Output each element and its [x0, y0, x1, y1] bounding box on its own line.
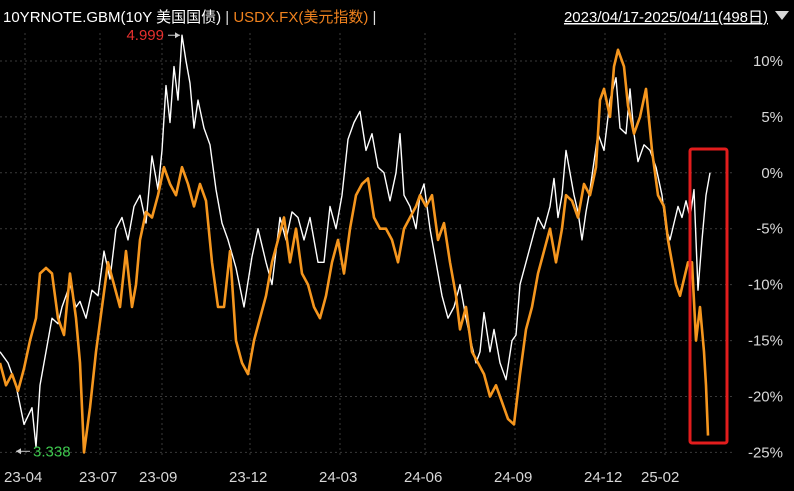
header-series1-label: 10YRNOTE.GBM(10Y 美国国债) [3, 9, 221, 26]
x-axis-tick-labels: 23-04 23-07 23-09 23-12 24-03 24-06 24-09 24-12… [4, 469, 679, 486]
x-tick-label: 23-04 [4, 469, 42, 486]
y-tick-label: -15% [748, 333, 783, 350]
series-10yrnote-line [0, 34, 711, 448]
min-annotation-arrowhead [16, 448, 21, 455]
y-tick-label: 0% [761, 165, 783, 182]
grid-lines [0, 33, 735, 458]
header-label: 10YRNOTE.GBM(10Y 美国国债) | USDX.FX(美元指数) | [3, 9, 376, 26]
y-tick-label: 5% [761, 109, 783, 126]
x-tick-label: 24-12 [584, 469, 622, 486]
x-tick-label: 23-09 [139, 469, 177, 486]
series-lines [0, 34, 711, 454]
x-tick-label: 23-07 [79, 469, 117, 486]
y-tick-label: -5% [756, 221, 783, 238]
series-usdx-line [0, 48, 710, 454]
y-tick-label: -10% [748, 277, 783, 294]
y-axis-tick-labels: 10% 5% 0% -5% -10% -15% -20% -25% [748, 53, 783, 461]
max-annotation-label: 4.999 [126, 27, 164, 44]
header-date-range[interactable]: 2023/04/17-2025/04/11(498日) [564, 9, 768, 26]
x-tick-label: 24-09 [494, 469, 532, 486]
max-annotation-arrowhead [175, 32, 180, 39]
x-tick-label: 24-03 [319, 469, 357, 486]
highlight-box [688, 147, 729, 445]
header-series2-label: USDX.FX(美元指数) [233, 9, 368, 26]
x-tick-label: 24-06 [404, 469, 442, 486]
header-separator: | [221, 9, 233, 26]
x-tick-label: 25-02 [641, 469, 679, 486]
x-tick-label: 23-12 [229, 469, 267, 486]
date-range-selector[interactable]: 2023/04/17-2025/04/11(498日) [564, 9, 789, 26]
header-series2-suffix: | [368, 9, 376, 26]
y-tick-label: 10% [753, 53, 783, 70]
min-annotation-label: 3.338 [33, 443, 71, 460]
y-tick-label: -20% [748, 388, 783, 405]
y-tick-label: -25% [748, 444, 783, 461]
annotations: 4.999 3.338 [16, 27, 180, 460]
triangle-down-icon[interactable] [775, 11, 789, 20]
